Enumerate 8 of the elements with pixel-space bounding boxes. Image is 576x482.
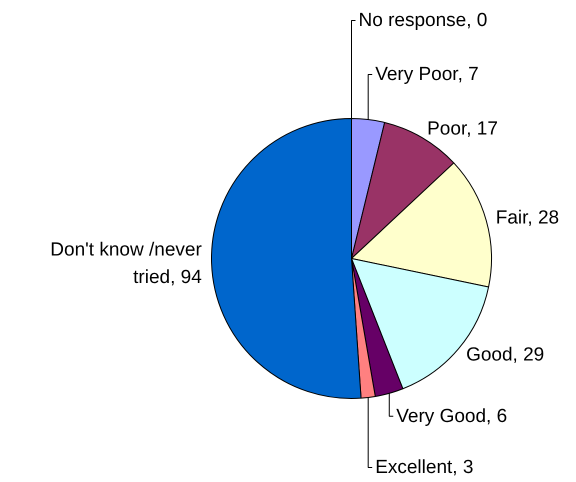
slice-label: Very Poor, 7	[375, 64, 479, 85]
slice-label: Very Good, 6	[396, 406, 508, 427]
slice-label: Poor, 17	[427, 118, 498, 140]
slice-label: Fair, 28	[496, 208, 560, 229]
slice-label: Good, 29	[466, 344, 544, 366]
category-label: No response, 0	[358, 10, 488, 31]
slice-label: Excellent, 3	[375, 457, 474, 478]
slice-label: Don't know /never tried, 94	[50, 239, 202, 288]
